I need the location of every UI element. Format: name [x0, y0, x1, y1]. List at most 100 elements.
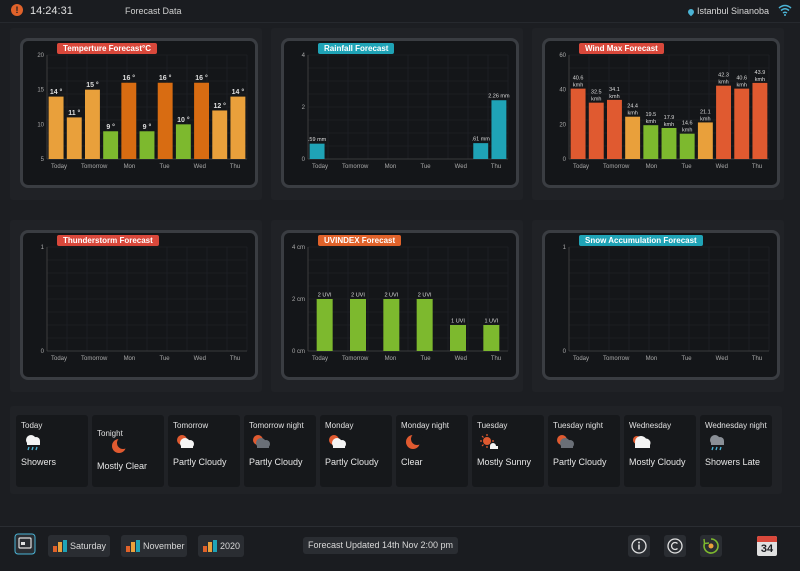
forecast-condition: Partly Cloudy — [553, 457, 607, 467]
x-tick-label: Wed — [194, 164, 206, 170]
data-label: 1 UVI — [451, 319, 465, 325]
data-label: 2 UVI — [318, 293, 332, 299]
wind-chart-title: Wind Max Forecast — [579, 43, 664, 54]
data-label: 17.9 — [664, 115, 675, 121]
data-label: 14 ° — [232, 88, 245, 96]
forecast-card-wednesday[interactable]: Wednesday Mostly Cloudy — [624, 415, 696, 487]
data-label: 2 UVI — [351, 293, 365, 299]
copyright-button[interactable] — [664, 535, 686, 557]
data-label: 14.6 — [682, 121, 693, 127]
x-tick-label: Tomorrow — [81, 356, 108, 362]
wifi-icon[interactable] — [778, 4, 792, 16]
forecast-card-tomorrow-night[interactable]: Tomorrow night Partly Cloudy — [244, 415, 316, 487]
forecast-day: Tuesday night — [553, 421, 603, 430]
forecast-card-tuesday[interactable]: Tuesday Mostly Sunny — [472, 415, 544, 487]
month-button[interactable]: November — [121, 535, 187, 557]
data-label: .61 mm — [472, 137, 491, 143]
bar — [483, 325, 500, 351]
temperature-chart: 5 10 15 20 Today Tomorrow Mon Tue Wed Thu 14 ° 11 °… — [20, 38, 258, 188]
info-button[interactable] — [628, 535, 650, 557]
bar — [752, 82, 768, 159]
y-tick-label: 2 cm — [292, 297, 305, 303]
y-tick-label: 60 — [559, 53, 566, 59]
bar — [350, 299, 366, 351]
data-label: 2 UVI — [384, 293, 398, 299]
day-button[interactable]: Saturday — [48, 535, 110, 557]
bar — [734, 88, 750, 159]
rainfall-chart-plot: 0 2 4 Today Tomorrow Mon Tue Wed Thu .59 mm .61 mm… — [302, 53, 510, 170]
forecast-day: Monday — [325, 421, 354, 430]
snow-chart-title: Snow Accumulation Forecast — [579, 235, 703, 246]
x-tick-label: Today — [51, 356, 67, 362]
calendar-icon[interactable]: 34 — [757, 536, 777, 556]
year-button[interactable]: 2020 — [198, 535, 244, 557]
uvindex-chart-plot: 0 cm 2 cm 4 cm Today Tomorrow Mon Tue Wed Thu 2 U… — [292, 245, 509, 362]
y-tick-label: 5 — [41, 157, 45, 163]
y-tick-label: 0 — [563, 349, 567, 355]
dashboard-icon[interactable] — [14, 533, 36, 555]
x-tick-label: Wed — [716, 164, 728, 170]
x-tick-label: Today — [312, 164, 328, 170]
bar — [661, 127, 677, 159]
bar — [570, 88, 586, 159]
partly-cloudy-day-icon — [177, 435, 194, 448]
forecast-card-tomorrow[interactable]: Tomorrow Partly Cloudy — [168, 415, 240, 487]
bar — [309, 143, 325, 159]
y-tick-label: 4 cm — [292, 245, 305, 251]
data-label: 16 ° — [159, 74, 172, 82]
forecast-day: Tonight — [97, 429, 123, 438]
x-tick-label: Mon — [385, 164, 397, 170]
bar-chart-icon — [53, 540, 67, 552]
y-tick-label: 0 — [302, 157, 306, 163]
forecast-card-tuesday-night[interactable]: Tuesday night Partly Cloudy — [548, 415, 620, 487]
location[interactable]: Istanbul Sinanoba — [686, 6, 770, 16]
data-label: 40.6 — [573, 76, 584, 82]
bar — [716, 85, 731, 159]
y-tick-label: 2 — [302, 105, 306, 111]
refresh-icon — [703, 538, 719, 554]
forecast-card-monday[interactable]: Monday Partly Cloudy — [320, 415, 392, 487]
uvindex-panel: 0 cm 2 cm 4 cm Today Tomorrow Mon Tue Wed Thu 2 U… — [271, 220, 523, 392]
alert-badge[interactable]: ! — [11, 4, 23, 16]
rainfall-chart-title: Rainfall Forecast — [318, 43, 395, 54]
bar-chart-icon — [203, 540, 217, 552]
bar — [194, 82, 209, 159]
showers-icon — [26, 435, 40, 451]
x-tick-label: Mon — [124, 356, 136, 362]
data-label: 40.6 — [736, 76, 747, 82]
location-pin-icon — [686, 7, 696, 16]
bar — [625, 116, 641, 159]
bar-chart-icon — [126, 540, 140, 552]
bar — [103, 131, 119, 159]
moon-icon — [112, 437, 129, 453]
forecast-card-tonight[interactable]: Tonight Mostly Clear — [92, 415, 164, 487]
forecast-card-monday-night[interactable]: Monday night Clear — [396, 415, 468, 487]
top-bar: ! 14:24:31 Forecast Data Istanbul Sinano… — [0, 0, 800, 23]
calendar-header — [757, 536, 777, 542]
x-tick-label: Tue — [160, 164, 171, 170]
x-tick-label: Wed — [716, 356, 728, 362]
x-tick-label: Thu — [230, 164, 240, 170]
bar — [697, 122, 713, 159]
refresh-button[interactable] — [700, 535, 722, 557]
calendar-day: 34 — [760, 543, 774, 555]
daily-forecast-strip: Today Showers Tonight Mostly Clear Tomor… — [10, 406, 782, 494]
clock: 14:24:31 — [30, 5, 73, 17]
data-label: 9 ° — [106, 123, 115, 131]
data-label-unit: kmh — [755, 77, 765, 83]
bar — [316, 299, 333, 351]
year-button-label: 2020 — [220, 541, 241, 551]
data-label: 16 ° — [195, 74, 208, 82]
temperature-panel: 5 10 15 20 Today Tomorrow Mon Tue Wed Thu 14 ° 11 °… — [10, 28, 262, 200]
data-label: 21.1 — [700, 109, 711, 115]
data-label: 2.26 mm — [488, 94, 510, 100]
month-button-label: November — [143, 541, 185, 551]
partly-cloudy-night-icon — [253, 435, 270, 448]
location-label: Istanbul Sinanoba — [697, 6, 770, 16]
data-label: 9 ° — [143, 123, 152, 131]
x-tick-label: Wed — [455, 164, 467, 170]
uvindex-chart-title: UVINDEX Forecast — [318, 235, 402, 246]
forecast-card-wednesday-night[interactable]: Wednesday night Showers Late — [700, 415, 772, 487]
forecast-card-today[interactable]: Today Showers — [16, 415, 88, 487]
day-button-label: Saturday — [70, 541, 107, 551]
